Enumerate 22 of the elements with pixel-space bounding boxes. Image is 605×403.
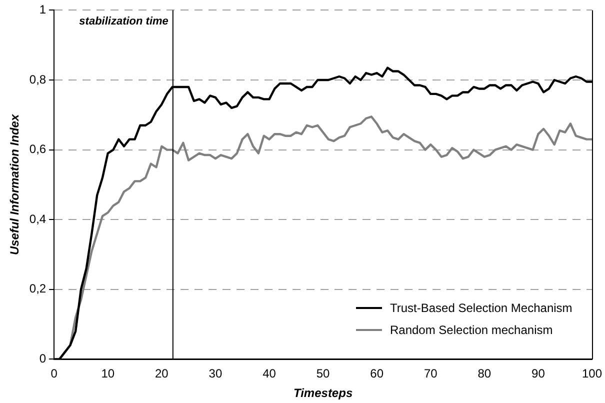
x-tick-label: 90 — [532, 366, 546, 381]
y-tick-label: 0,4 — [29, 212, 46, 226]
x-tick-label: 60 — [370, 366, 384, 381]
x-tick-label: 30 — [208, 366, 222, 381]
y-tick-label: 1 — [39, 2, 46, 17]
y-axis-title: Useful Information Index — [8, 113, 22, 256]
y-tick-label: 0,6 — [29, 142, 46, 156]
x-tick-label: 20 — [154, 366, 169, 381]
y-tick-label: 0 — [39, 352, 46, 366]
legend-label: Random Selection mechanism — [390, 322, 553, 340]
y-tick-label: 0,8 — [29, 72, 46, 86]
x-tick-label: 40 — [262, 366, 276, 381]
x-tick-label: 0 — [50, 366, 58, 381]
ref-line-label: stabilization time — [79, 16, 168, 28]
x-tick-label: 50 — [316, 366, 330, 381]
x-tick-label: 70 — [424, 366, 438, 381]
legend-label: Trust-Based Selection Mechanism — [390, 300, 572, 318]
y-tick-label: 0,2 — [29, 282, 46, 296]
x-tick-label: 80 — [478, 366, 492, 381]
x-tick-label: 100 — [582, 366, 602, 381]
x-tick-label: 10 — [101, 366, 115, 381]
x-axis-title: Timesteps — [293, 386, 353, 400]
